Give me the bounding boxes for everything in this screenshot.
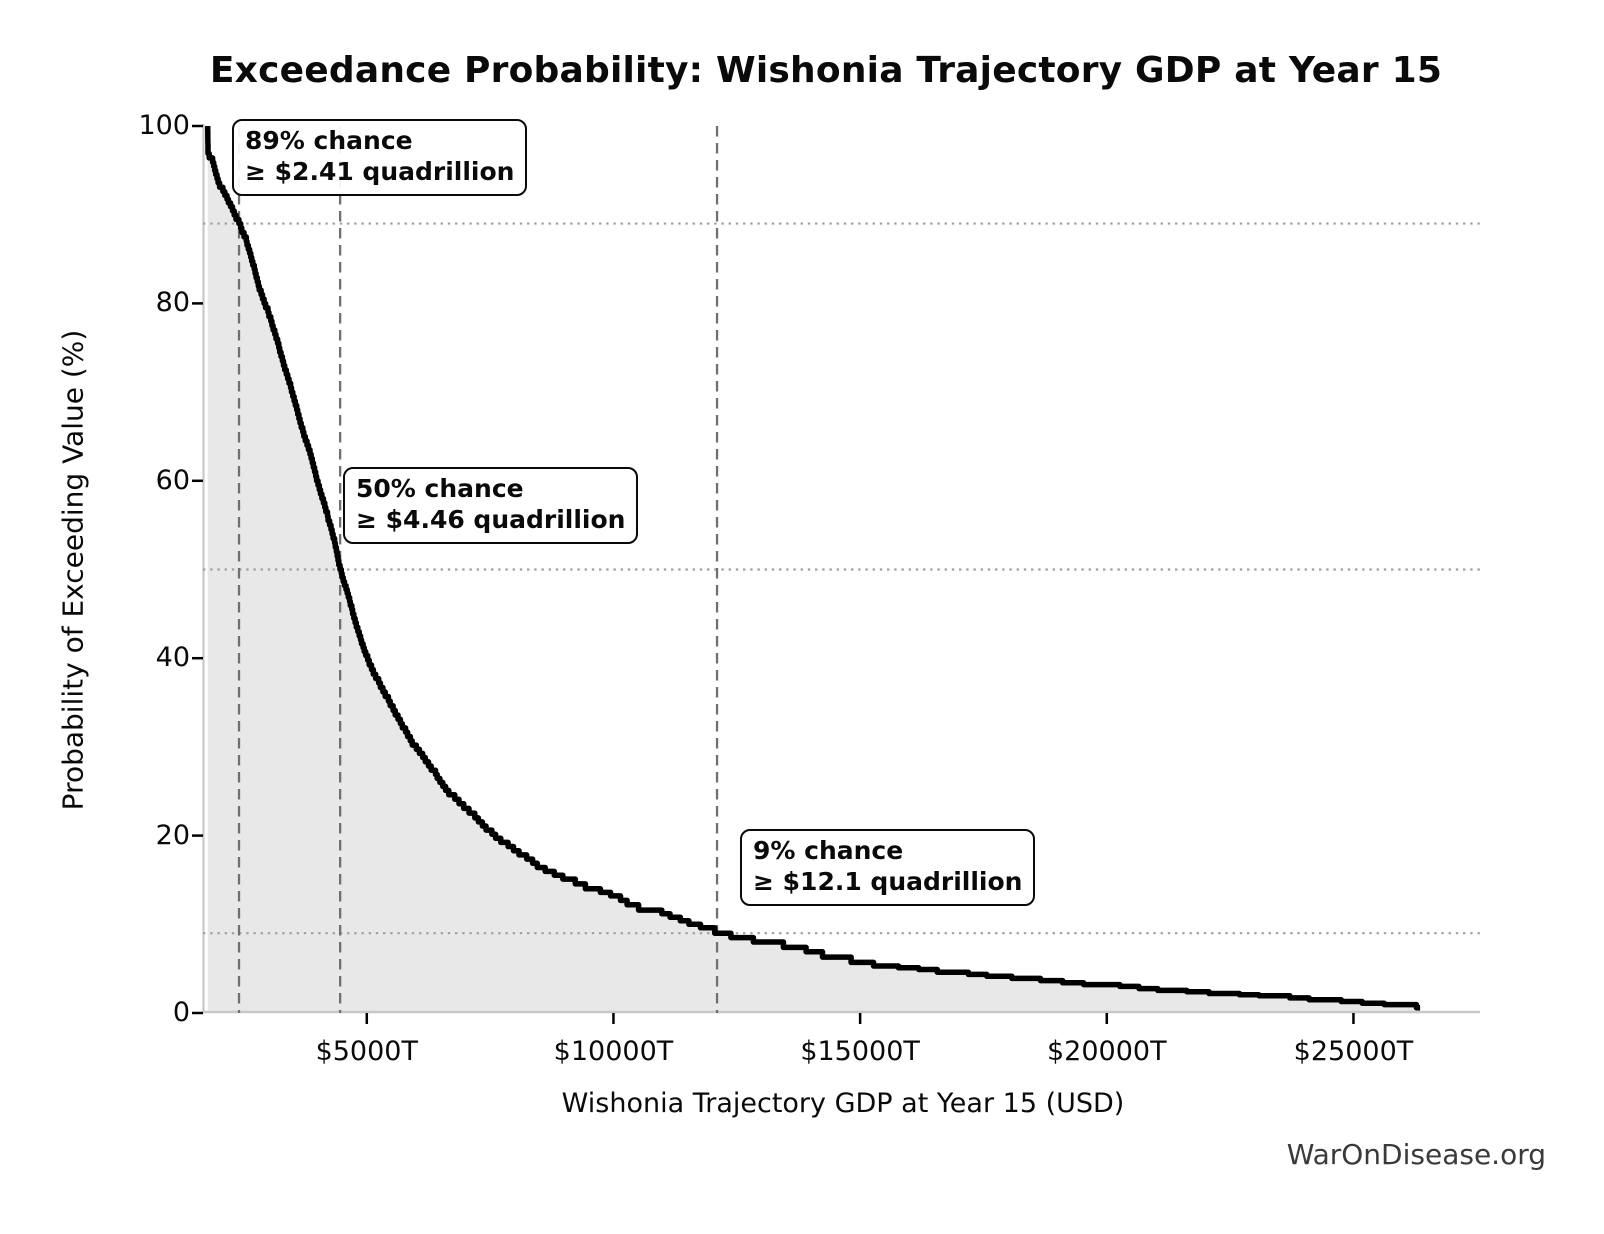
y-tick-label: 40 — [155, 642, 190, 674]
annotation-9-line1: 9% chance — [753, 836, 904, 865]
y-tick-label: 60 — [155, 464, 190, 496]
exceedance-curve — [204, 126, 1421, 1011]
y-tick-label: 100 — [138, 110, 190, 141]
y-tick-label: 20 — [155, 819, 190, 851]
x-tick-label: $10000T — [553, 1036, 674, 1067]
watermark-text: WarOnDisease.org — [1286, 1138, 1546, 1171]
annotation-89-line1: 89% chance — [245, 126, 413, 155]
x-tick-label: $20000T — [1047, 1036, 1167, 1067]
y-tick-label: 0 — [172, 997, 190, 1028]
annotation-50-percent: 50% chance ≥ $4.46 quadrillion — [343, 467, 639, 544]
y-tick-label: 80 — [155, 287, 190, 319]
x-tick-label: $5000T — [315, 1036, 418, 1067]
annotation-9-line2: ≥ $12.1 quadrillion — [753, 866, 1023, 896]
chart-title: Exceedance Probability: Wishonia Traject… — [209, 50, 1443, 91]
annotation-89-percent: 89% chance ≥ $2.41 quadrillion — [232, 119, 528, 196]
annotation-50-line2: ≥ $4.46 quadrillion — [356, 504, 626, 534]
x-axis-label: Wishonia Trajectory GDP at Year 15 (USD) — [561, 1088, 1125, 1119]
annotation-50-line1: 50% chance — [356, 474, 524, 503]
y-axis-label: Probability of Exceeding Value (%) — [56, 329, 90, 811]
annotation-89-line2: ≥ $2.41 quadrillion — [245, 156, 515, 186]
x-tick-label: $15000T — [800, 1036, 920, 1067]
area-fill — [207, 126, 1421, 1013]
annotation-9-percent: 9% chance ≥ $12.1 quadrillion — [740, 829, 1036, 906]
x-tick-label: $25000T — [1293, 1036, 1414, 1067]
